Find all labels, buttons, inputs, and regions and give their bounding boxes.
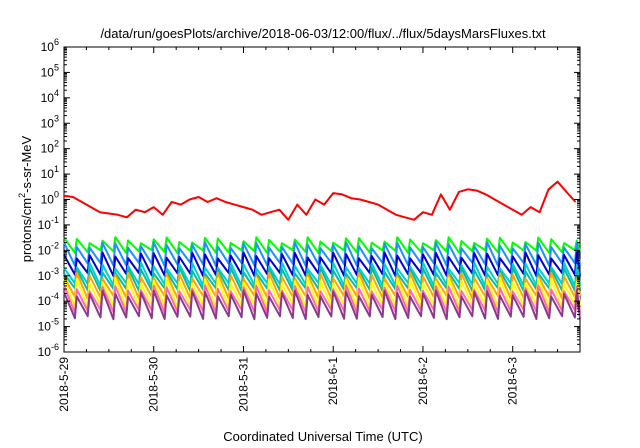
- y-tick-label: 102: [41, 139, 59, 156]
- x-tick-label: 2018-6-2: [416, 357, 430, 405]
- y-tick-label: 103: [41, 113, 59, 130]
- x-axis-label: Coordinated Universal Time (UTC): [223, 429, 422, 444]
- plot-area: [63, 46, 581, 353]
- x-axis: 2018-5-29 2018-5-30 2018-5-31 2018-6-1 2018-…: [57, 47, 559, 412]
- y-axis-label: protons/cm2-s-sr-MeV: [17, 135, 34, 262]
- y-tick-label: 100: [41, 190, 59, 207]
- x-tick-label: 2018-6-1: [326, 357, 340, 405]
- chart-title: /data/run/goesPlots/archive/2018-06-03/1…: [100, 26, 546, 41]
- y-tick-label: 10-5: [38, 317, 59, 334]
- y-tick-label: 104: [41, 88, 59, 105]
- y-tick-label: 10-1: [38, 215, 59, 232]
- y-tick-label: 101: [41, 164, 59, 181]
- series-line-3: [63, 251, 581, 277]
- y-tick-label: 10-6: [38, 342, 59, 359]
- series-layer: [63, 180, 581, 321]
- x-tick-label: 2018-5-29: [57, 357, 71, 412]
- x-tick-label: 2018-5-31: [236, 357, 250, 412]
- y-tick-label: 10-3: [38, 266, 59, 283]
- y-tick-label: 106: [41, 37, 59, 54]
- x-tick-label: 2018-6-3: [506, 357, 520, 405]
- y-tick-label: 10-2: [38, 240, 59, 257]
- y-tick-label: 105: [41, 62, 59, 79]
- y-axis: 10-6 10-5 10-4 10-3 10-2 10-1 100 101 102 103 104 1…: [38, 37, 580, 359]
- series-line-0: [63, 180, 577, 221]
- y-tick-label: 10-4: [38, 291, 59, 308]
- x-tick-label: 2018-5-30: [147, 357, 161, 412]
- plot-frame: [63, 46, 581, 353]
- series-line-9: [63, 289, 581, 321]
